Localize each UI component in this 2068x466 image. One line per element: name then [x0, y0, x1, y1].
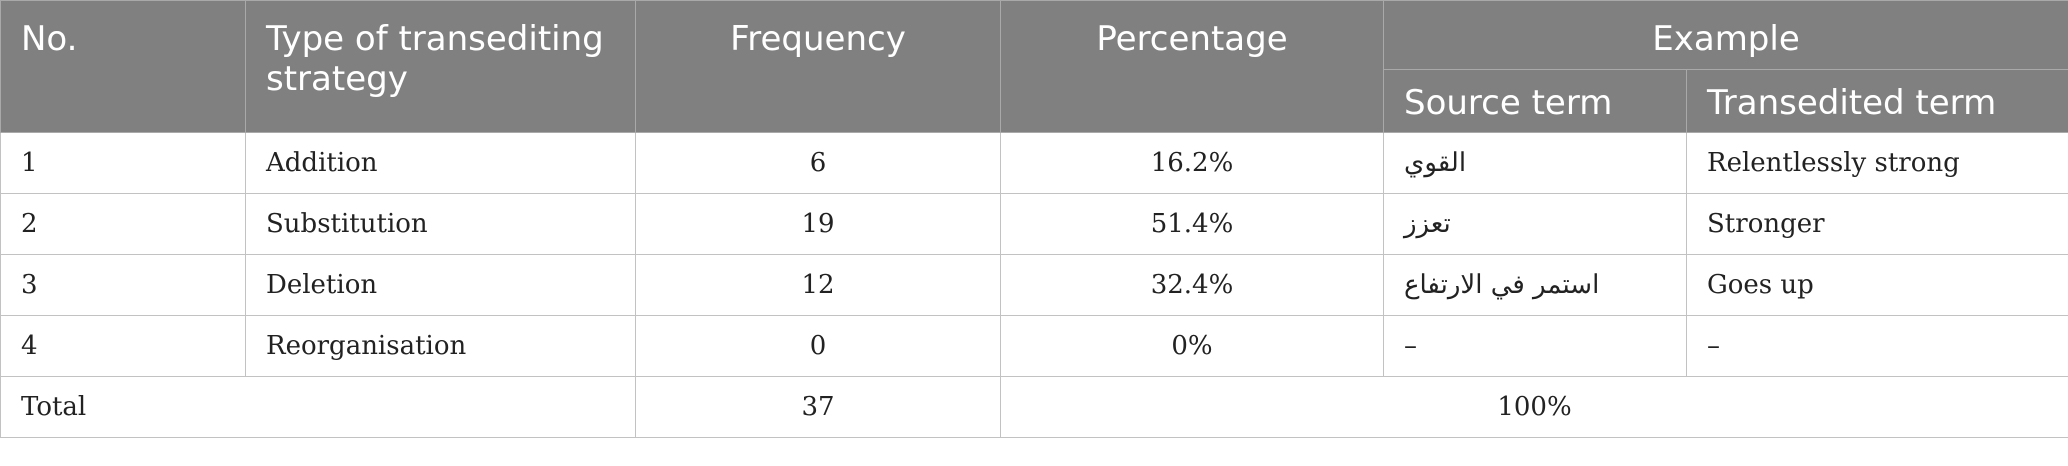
table-row: 4 Reorganisation 0 0% – – — [0, 315, 2068, 377]
cell-frequency: 12 — [635, 254, 1001, 316]
cell-type: Addition — [245, 132, 636, 194]
table-row: 2 Substitution 19 51.4% تعزز Stronger — [0, 193, 2068, 255]
cell-no: 1 — [0, 132, 246, 194]
cell-type: Deletion — [245, 254, 636, 316]
cell-frequency: 0 — [635, 315, 1001, 377]
cell-no: 2 — [0, 193, 246, 255]
table-row: 3 Deletion 12 32.4% استمر في الارتفاع Go… — [0, 254, 2068, 316]
table-header: No. Type of transediting strategy Freque… — [0, 0, 2068, 133]
table-row: 1 Addition 6 16.2% القوي Relentlessly st… — [0, 132, 2068, 194]
cell-percentage: 32.4% — [1000, 254, 1384, 316]
cell-transedited-term: Goes up — [1685, 254, 2068, 316]
cell-no: 3 — [0, 254, 246, 316]
cell-transedited-term: Stronger — [1685, 193, 2068, 255]
header-percentage: Percentage — [1000, 0, 1384, 133]
cell-total-frequency: 37 — [635, 376, 1001, 438]
cell-transedited-term: – — [1685, 315, 2068, 377]
cell-percentage: 51.4% — [1000, 193, 1384, 255]
cell-source-term: القوي — [1383, 132, 1687, 194]
cell-percentage: 16.2% — [1000, 132, 1384, 194]
source-term-text: – — [1404, 331, 1417, 361]
cell-frequency: 6 — [635, 132, 1001, 194]
header-no: No. — [0, 0, 246, 133]
header-transedited-term: Transedited term — [1685, 69, 2068, 133]
cell-type: Substitution — [245, 193, 636, 255]
cell-no: 4 — [0, 315, 246, 377]
header-type: Type of transediting strategy — [245, 0, 636, 133]
cell-type: Reorganisation — [245, 315, 636, 377]
total-row: Total 37 100% — [0, 376, 2068, 438]
source-term-text: تعزز — [1404, 209, 1451, 239]
source-term-text: استمر في الارتفاع — [1404, 270, 1600, 300]
header-source-term: Source term — [1383, 69, 1687, 133]
cell-source-term: – — [1383, 315, 1687, 377]
cell-total-percentage: 100% — [999, 376, 2068, 438]
cell-frequency: 19 — [635, 193, 1001, 255]
cell-percentage: 0% — [1000, 315, 1384, 377]
source-term-text: القوي — [1404, 148, 1467, 178]
transediting-strategy-table: No. Type of transediting strategy Freque… — [0, 0, 2068, 438]
cell-total-label: Total — [0, 376, 636, 438]
header-example: Example — [1382, 0, 2068, 70]
table-body: 1 Addition 6 16.2% القوي Relentlessly st… — [0, 132, 2068, 438]
cell-source-term: تعزز — [1383, 193, 1687, 255]
cell-source-term: استمر في الارتفاع — [1383, 254, 1687, 316]
header-frequency: Frequency — [635, 0, 1001, 133]
cell-transedited-term: Relentlessly strong — [1685, 132, 2068, 194]
